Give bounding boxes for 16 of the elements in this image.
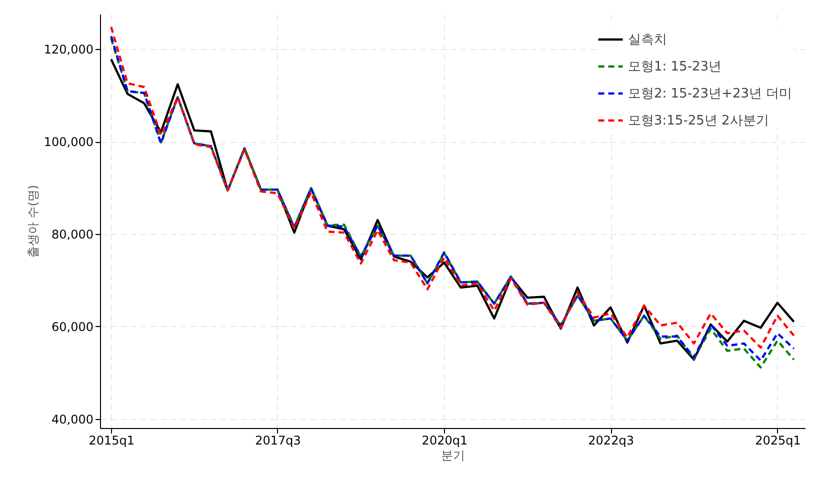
y-axis-title: 출생아 수(명) xyxy=(26,184,40,258)
legend-label: 모형1: 15-23년 xyxy=(628,60,722,74)
y-tick-label: 120,000 xyxy=(44,42,94,57)
y-tick-label: 80,000 xyxy=(52,227,94,242)
legend-label: 실측치 xyxy=(628,32,667,48)
legend-label: 모형2: 15-23년+23년 더미 xyxy=(628,86,792,102)
legend-label: 모형3:15-25년 2사분기 xyxy=(628,114,769,128)
y-tick-label: 40,000 xyxy=(52,412,94,426)
x-tick-label: 2022q3 xyxy=(588,434,634,448)
x-tick-label: 2015q1 xyxy=(88,434,135,448)
x-tick-label: 2020q1 xyxy=(422,434,468,448)
x-axis-title: 분기 xyxy=(441,448,465,462)
x-tick-label: 2025q1 xyxy=(755,434,801,448)
y-tick-label: 100,000 xyxy=(44,135,94,150)
y-tick-label: 60,000 xyxy=(52,320,94,334)
x-tick-label: 2017q3 xyxy=(255,434,301,448)
